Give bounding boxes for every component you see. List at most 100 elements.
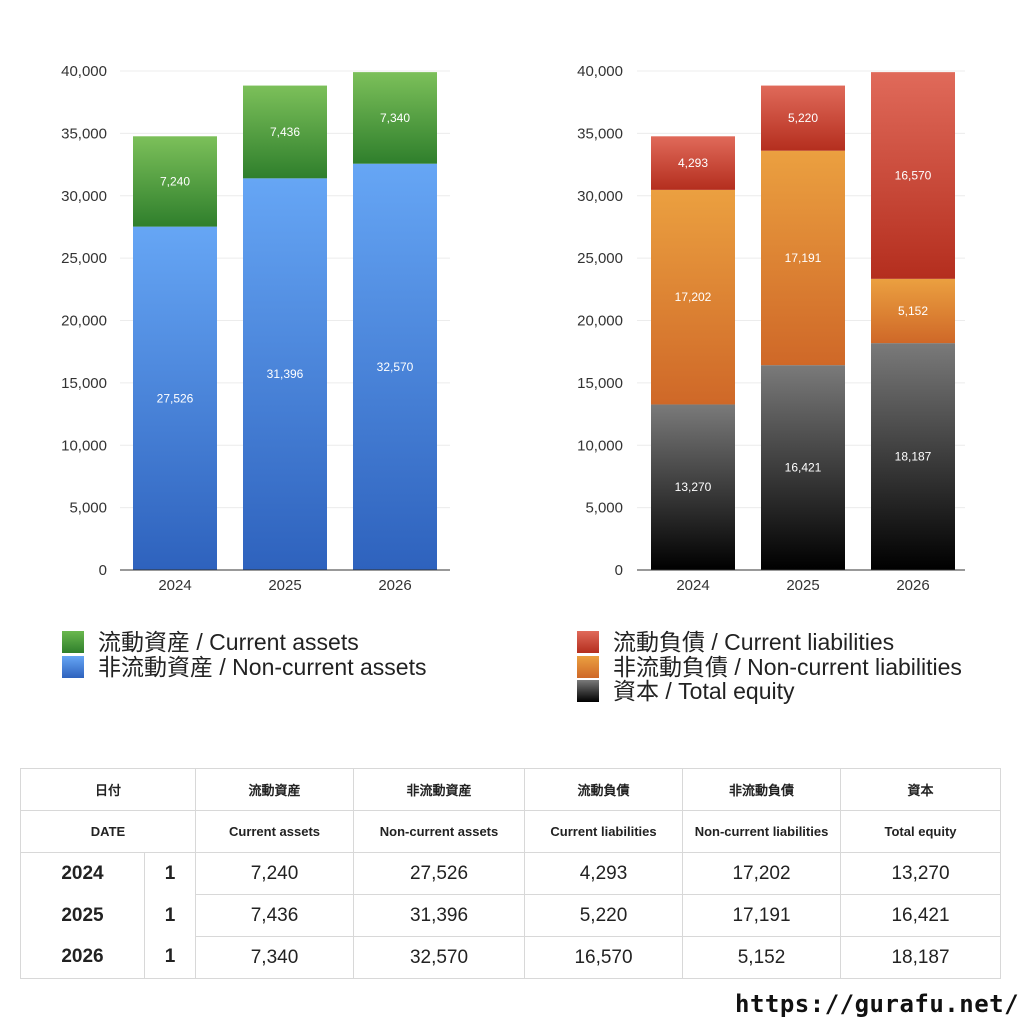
data-label: 32,570: [377, 360, 414, 374]
value-cell: 32,570: [353, 936, 526, 979]
y-tick-label: 5,000: [585, 500, 623, 517]
bar-segment: [761, 85, 845, 151]
y-tick-label: 25,000: [577, 250, 623, 267]
legend-item-current-assets: 流動資産 / Current assets: [62, 630, 426, 655]
legend-swatch-orange: [577, 655, 599, 678]
footer-url: https://gurafu.net/: [735, 990, 1020, 1018]
month-cell: 1: [143, 936, 197, 979]
y-tick-label: 25,000: [61, 250, 107, 267]
legend-swatch-black: [577, 680, 599, 703]
x-tick-label: 2024: [158, 577, 191, 594]
y-tick-label: 10,000: [61, 437, 107, 454]
value-cell: 16,570: [524, 936, 684, 979]
x-tick-label: 2026: [378, 577, 411, 594]
bar-segment: [243, 178, 327, 570]
y-tick-label: 40,000: [61, 63, 107, 80]
bar-segment: [651, 136, 735, 190]
data-label: 7,340: [380, 111, 410, 125]
legend-label: 流動負債 / Current liabilities: [613, 629, 895, 656]
y-tick-label: 30,000: [61, 188, 107, 205]
y-tick-label: 15,000: [61, 375, 107, 392]
left-chart-assets: 0 5,000 10,000 15,000 20,000 25,000 30,000 35,0…: [61, 63, 450, 594]
bar-segment: [871, 278, 955, 344]
legend-item-non-current-liabilities: 非流動負債 / Non-current liabilities: [577, 655, 962, 680]
data-label: 4,293: [678, 156, 708, 170]
legend-item-non-current-assets: 非流動資産 / Non-current assets: [62, 655, 426, 680]
value-cell: 4,293: [524, 852, 684, 895]
bar-segment: [353, 72, 437, 164]
legend-assets: 流動資産 / Current assets 非流動資産 / Non-curren…: [62, 630, 426, 679]
value-cell: 7,436: [195, 894, 355, 937]
bar-segment: [353, 163, 437, 570]
charts-canvas: 0 5,000 10,000 15,000 20,000 25,000 30,000 35,0…: [61, 63, 965, 594]
header-cell: Non-current liabilities: [682, 810, 842, 853]
table-row: 2025 1 7,436 31,396 5,220 17,191 16,421: [20, 894, 1002, 937]
legend-item-current-liabilities: 流動負債 / Current liabilities: [577, 630, 962, 655]
header-cell: 流動資産: [195, 768, 355, 811]
value-cell: 7,340: [195, 936, 355, 979]
bar-segment: [761, 150, 845, 366]
header-cell: 流動負債: [524, 768, 684, 811]
y-tick-label: 0: [99, 562, 107, 579]
year-cell: 2026: [20, 936, 145, 979]
bar-segment: [243, 85, 327, 179]
legend-swatch-blue: [62, 655, 84, 678]
value-cell: 27,526: [353, 852, 526, 895]
legend-label: 資本 / Total equity: [613, 678, 795, 705]
bar-segment: [651, 404, 735, 570]
table-header-row-jp: 日付 流動資産 非流動資産 流動負債 非流動負債 資本: [19, 768, 1002, 811]
y-tick-label: 15,000: [577, 375, 623, 392]
table-row: 2024 1 7,240 27,526 4,293 17,202 13,270: [20, 852, 1002, 895]
value-cell: 18,187: [840, 936, 1002, 979]
data-label: 5,220: [788, 111, 818, 125]
legend-liabilities-equity: 流動負債 / Current liabilities 非流動負債 / Non-c…: [577, 630, 962, 704]
legend-swatch-green: [62, 631, 84, 654]
legend-label: 非流動資産 / Non-current assets: [98, 653, 427, 680]
table-row: 2026 1 7,340 32,570 16,570 5,152 18,187: [20, 936, 1002, 979]
data-label: 18,187: [895, 450, 932, 464]
table-header-row-en: DATE Current assets Non-current assets C…: [19, 810, 1002, 853]
y-tick-label: 30,000: [577, 188, 623, 205]
legend-item-total-equity: 資本 / Total equity: [577, 679, 962, 704]
y-tick-label: 20,000: [577, 313, 623, 330]
year-cell: 2025: [20, 894, 145, 937]
data-label: 17,191: [785, 251, 822, 265]
value-cell: 13,270: [840, 852, 1002, 895]
legend-label: 流動資産 / Current assets: [98, 629, 359, 656]
header-cell: 非流動負債: [682, 768, 842, 811]
y-tick-label: 0: [615, 562, 623, 579]
header-cell: Current assets: [195, 810, 355, 853]
month-cell: 1: [143, 852, 197, 895]
header-cell: 非流動資産: [353, 768, 526, 811]
x-tick-label: 2025: [268, 577, 301, 594]
x-tick-label: 2026: [896, 577, 929, 594]
data-label: 17,202: [675, 290, 712, 304]
bar-segment: [133, 226, 217, 570]
data-label: 5,152: [898, 304, 928, 318]
y-tick-label: 35,000: [61, 125, 107, 142]
value-cell: 5,152: [682, 936, 842, 979]
header-cell: Non-current assets: [353, 810, 526, 853]
data-label: 27,526: [157, 391, 194, 405]
x-tick-label: 2025: [786, 577, 819, 594]
y-tick-label: 20,000: [61, 313, 107, 330]
value-cell: 5,220: [524, 894, 684, 937]
data-label: 7,436: [270, 125, 300, 139]
value-cell: 16,421: [840, 894, 1002, 937]
value-cell: 17,191: [682, 894, 842, 937]
data-table: 日付 流動資産 非流動資産 流動負債 非流動負債 資本 DATE Current…: [19, 768, 1002, 979]
y-tick-label: 5,000: [69, 500, 107, 517]
right-chart-liabilities-equity: 0 5,000 10,000 15,000 20,000 25,000 30,000 35,0…: [577, 63, 965, 594]
legend-swatch-red: [577, 631, 599, 654]
year-cell: 2024: [20, 852, 145, 895]
header-cell: 日付: [19, 768, 197, 811]
y-tick-label: 40,000: [577, 63, 623, 80]
month-cell: 1: [143, 894, 197, 937]
data-label: 31,396: [267, 367, 304, 381]
data-label: 13,270: [675, 480, 712, 494]
header-cell: Current liabilities: [524, 810, 684, 853]
header-cell: DATE: [19, 810, 197, 853]
value-cell: 17,202: [682, 852, 842, 895]
header-cell: Total equity: [840, 810, 1002, 853]
bar-segment: [871, 343, 955, 570]
